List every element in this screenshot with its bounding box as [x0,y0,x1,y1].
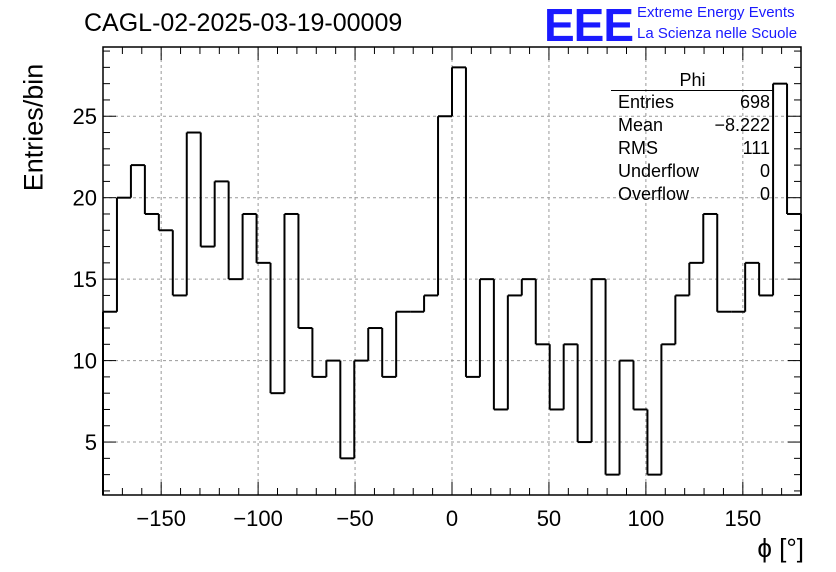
stats-box: Phi Entries 698 Mean −8.222 RMS 111 Underfl… [611,70,774,206]
x-tick-label: 50 [537,506,561,531]
x-tick-label: −100 [233,506,283,531]
x-tick-label: −50 [336,506,373,531]
x-tick-label: −150 [136,506,186,531]
stats-row-overflow: Overflow 0 [611,183,774,206]
stats-row-entries: Entries 698 [611,91,774,114]
y-tick-label: 5 [85,430,97,455]
x-tick-label: 0 [446,506,458,531]
y-tick-label: 15 [73,267,97,292]
stats-label: Underflow [618,161,700,181]
plot-frame [102,46,802,496]
y-tick-label: 25 [73,104,97,129]
stats-value: 698 [739,92,770,112]
stats-label: RMS [618,138,658,158]
stats-name: Phi [611,70,774,91]
tick-labels: −150 −100 −50 0 50 100 150 5 10 15 20 25 [73,104,762,531]
eee-logo: EEE [544,0,634,51]
axis-ticks [102,47,802,495]
stats-label: Overflow [618,184,690,204]
stats-label: Entries [618,92,675,112]
stats-row-rms: RMS 111 [611,137,774,160]
chart-title: CAGL-02-2025-03-19-00009 [84,9,403,37]
logo-line-1: Extreme Energy Events [637,4,795,21]
stats-value: 111 [742,138,770,158]
y-tick-label: 20 [73,186,97,211]
x-axis-label: ϕ [°] [757,533,804,563]
y-tick-label: 10 [73,349,97,374]
x-tick-label: 100 [628,506,665,531]
stats-value: 0 [759,184,770,204]
y-axis-label-text: Entries/bin [18,63,49,192]
stats-value: 0 [759,161,770,181]
logo-line-2: La Scienza nelle Scuole [637,25,798,42]
stats-row-underflow: Underflow 0 [611,160,774,183]
x-tick-label: 150 [724,506,761,531]
stats-row-mean: Mean −8.222 [611,114,774,137]
stats-value: −8.222 [714,115,770,135]
stats-label: Mean [618,115,664,135]
